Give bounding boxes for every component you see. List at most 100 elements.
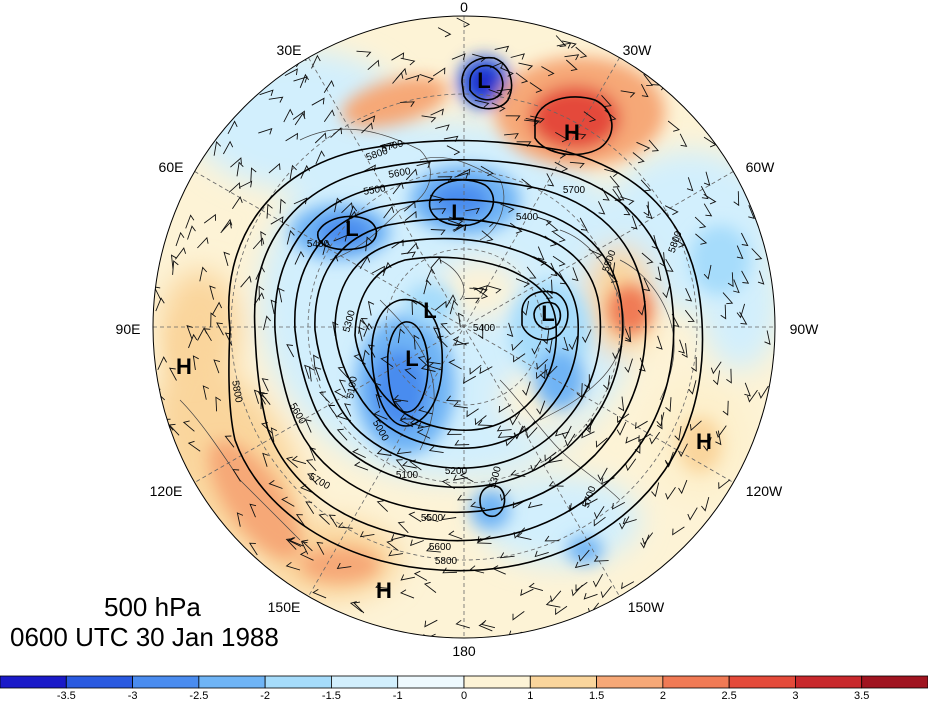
wind-barb <box>454 439 470 446</box>
low-center-label: L <box>423 298 436 323</box>
wind-barb <box>568 335 578 351</box>
graticule <box>153 16 775 638</box>
wind-barb <box>446 429 462 435</box>
wind-barb <box>632 152 645 164</box>
wind-barb <box>295 514 306 527</box>
wind-barb <box>405 168 418 181</box>
wind-barb <box>172 260 179 275</box>
wind-barb <box>383 205 395 219</box>
wind-barb <box>537 246 545 261</box>
wind-barb <box>437 27 452 38</box>
wind-barb <box>278 287 285 303</box>
wind-barb <box>526 266 537 279</box>
wind-barb <box>333 234 348 242</box>
colorbar-tick-label: -1 <box>393 690 403 702</box>
wind-barb <box>498 404 512 413</box>
wind-barb <box>442 567 458 574</box>
wind-barb <box>466 408 479 418</box>
wind-barb <box>718 479 731 490</box>
wind-barb <box>500 203 515 213</box>
wind-barb <box>323 80 335 94</box>
wind-barb <box>336 412 351 422</box>
wind-barb <box>258 285 265 301</box>
wind-barb <box>545 600 561 608</box>
wind-barb <box>430 229 446 236</box>
wind-barb <box>262 452 269 467</box>
wind-barb <box>513 426 525 440</box>
longitude-label: 60W <box>746 159 776 175</box>
colorbar-swatch <box>463 675 531 689</box>
wind-barb <box>268 162 281 174</box>
wind-barb <box>305 501 315 514</box>
wind-barb <box>620 196 635 205</box>
wind-barb <box>459 472 474 483</box>
colorbar-tick-label: 1.5 <box>589 690 604 702</box>
wind-barb <box>575 46 588 59</box>
longitude-label: 30E <box>277 42 302 58</box>
wind-barb <box>624 358 633 373</box>
colorbar-swatch <box>331 675 399 689</box>
colorbar-tick-label: -2.5 <box>189 690 208 702</box>
wind-barb <box>582 329 592 344</box>
wind-barb <box>360 318 370 331</box>
wind-barb <box>588 249 603 259</box>
wind-barb <box>612 345 623 360</box>
wind-barb <box>539 364 546 380</box>
wind-barb <box>404 210 417 221</box>
longitude-label: 60E <box>159 159 184 175</box>
wind-barb <box>556 42 572 49</box>
wind-barb <box>592 573 603 588</box>
wind-barb <box>168 423 180 436</box>
wind-barb <box>548 480 564 487</box>
wind-barb <box>188 333 198 349</box>
wind-barb <box>312 589 327 599</box>
wind-barb <box>248 542 258 556</box>
wind-barb <box>175 247 187 260</box>
wind-barb <box>405 74 420 82</box>
wind-barb <box>336 562 352 569</box>
wind-barb <box>386 539 399 551</box>
wind-barb <box>643 277 651 292</box>
wind-barb <box>358 319 366 334</box>
wind-barb <box>451 53 466 60</box>
wind-barb <box>546 220 559 233</box>
wind-barb <box>625 458 637 472</box>
wind-barb <box>425 267 435 282</box>
wind-barb <box>593 555 609 562</box>
wind-barb <box>691 357 697 372</box>
wind-barb <box>361 115 376 123</box>
wind-barb <box>649 431 661 445</box>
wind-barb <box>701 496 710 512</box>
wind-barb <box>279 198 286 214</box>
wind-barb <box>727 272 734 288</box>
wind-barb <box>684 309 695 322</box>
contour-value-label: 5600 <box>388 166 412 181</box>
wind-barb <box>192 355 199 370</box>
wind-barb <box>583 111 597 123</box>
wind-barb <box>550 262 558 277</box>
wind-barb <box>311 54 321 69</box>
wind-barb <box>631 215 638 230</box>
wind-barb <box>306 473 318 485</box>
wind-barb <box>603 375 611 391</box>
wind-barb <box>289 537 304 547</box>
wind-barb <box>667 120 680 132</box>
wind-barb <box>469 364 482 375</box>
wind-barb <box>236 161 244 177</box>
wind-barb <box>739 311 748 325</box>
wind-barb <box>284 68 298 76</box>
longitude-label: 90E <box>116 321 141 337</box>
wind-barb <box>565 59 578 72</box>
colorbar-swatch <box>198 675 266 689</box>
wind-barb <box>291 455 307 465</box>
wind-barb <box>215 396 222 412</box>
wind-barb <box>747 389 758 403</box>
wind-barb <box>304 364 311 379</box>
wind-barb <box>197 327 208 341</box>
contour-value-label: 5400 <box>307 239 330 250</box>
contour-value-label: 5400 <box>516 212 539 223</box>
wind-barb <box>367 59 380 71</box>
wind-barb <box>308 366 316 382</box>
wind-barb <box>315 150 325 165</box>
wind-barb <box>665 487 676 500</box>
